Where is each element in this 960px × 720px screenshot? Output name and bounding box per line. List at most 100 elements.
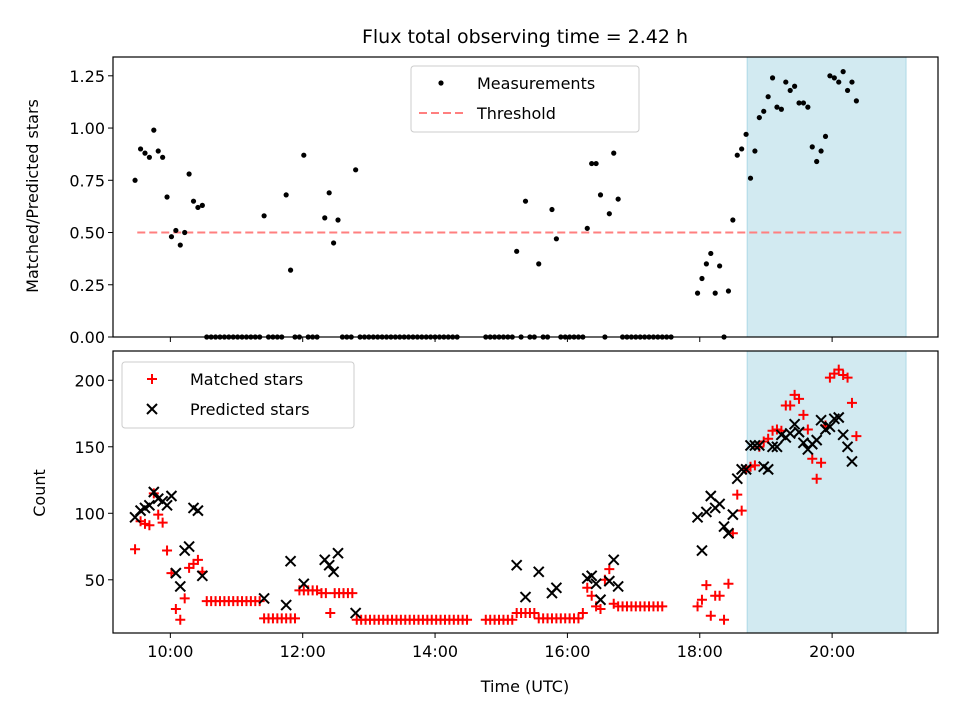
predicted-star-point bbox=[841, 441, 854, 453]
legend-box bbox=[410, 65, 640, 133]
matched-star-point bbox=[289, 613, 300, 624]
measurement-point bbox=[787, 87, 793, 94]
matched-star-point bbox=[130, 544, 141, 555]
predicted-star-point bbox=[284, 555, 297, 567]
measurement-point bbox=[137, 146, 144, 152]
measurement-point bbox=[199, 202, 205, 208]
matched-star-point bbox=[851, 431, 862, 442]
matched-star-point bbox=[785, 400, 796, 411]
predicted-star-point bbox=[810, 434, 823, 446]
chart-title: Flux total observing time = 2.42 h bbox=[362, 26, 688, 48]
predicted-star-point bbox=[183, 540, 195, 553]
predicted-star-point bbox=[700, 506, 713, 518]
predicted-star-point bbox=[784, 427, 796, 440]
count-panel: 50 100 150 200 10:00 12:00 14:00 16:00 18:00 20:0… bbox=[74, 350, 939, 661]
matched-star-point bbox=[573, 613, 584, 624]
matched-star-point bbox=[139, 518, 150, 529]
matched-star-point bbox=[811, 473, 822, 484]
y-tick-label: 200 bbox=[74, 371, 105, 390]
matched-star-point bbox=[807, 453, 818, 464]
predicted-star-point bbox=[696, 544, 708, 557]
bottom-y-axis-label: Count bbox=[30, 469, 49, 517]
matched-star-point bbox=[794, 393, 805, 404]
measurement-point bbox=[756, 114, 762, 121]
measurement-point bbox=[778, 106, 784, 112]
measurement-point bbox=[769, 75, 776, 81]
measurement-point bbox=[699, 275, 705, 282]
x-tick-label: 16:00 bbox=[544, 642, 590, 661]
predicted-star-point bbox=[192, 504, 204, 517]
measurement-point bbox=[809, 144, 815, 150]
y-tick-label: 50 bbox=[85, 571, 105, 590]
matched-star-point bbox=[325, 608, 336, 619]
matched-star-point bbox=[846, 397, 857, 408]
matched-star-point bbox=[192, 554, 203, 565]
measurement-point bbox=[261, 213, 267, 219]
measurement-point bbox=[792, 83, 798, 89]
matched-star-point bbox=[595, 604, 606, 615]
measurement-point bbox=[514, 248, 520, 254]
measurement-point bbox=[805, 104, 811, 110]
x-tick-label: 10:00 bbox=[147, 642, 193, 661]
measurement-point bbox=[173, 227, 179, 234]
matched-star-point bbox=[586, 590, 597, 601]
predicted-star-point bbox=[753, 439, 766, 452]
measurement-point bbox=[840, 69, 846, 75]
matched-star-point bbox=[529, 608, 540, 619]
predicted-star-point bbox=[762, 463, 774, 476]
predicted-star-point bbox=[349, 607, 362, 619]
predicted-star-point bbox=[280, 599, 292, 611]
predicted-star-point bbox=[533, 566, 545, 578]
measurement-point bbox=[146, 154, 152, 160]
legend-measurements-label: Measurements bbox=[477, 74, 595, 93]
matched-star-point bbox=[153, 509, 164, 520]
matched-star-point bbox=[816, 457, 827, 468]
measurement-point bbox=[739, 146, 745, 152]
measurement-point bbox=[747, 175, 754, 181]
measurement-point bbox=[326, 190, 332, 196]
predicted-star-point bbox=[691, 511, 704, 523]
measurement-point bbox=[155, 148, 161, 154]
axes-frame bbox=[112, 350, 939, 634]
measurement-point bbox=[597, 192, 604, 198]
measurement-point bbox=[584, 225, 590, 231]
matched-star-point bbox=[719, 614, 730, 625]
measurement-point bbox=[844, 87, 851, 94]
top-y-axis-label: Matched/Predicted stars bbox=[23, 99, 42, 293]
matched-star-point bbox=[714, 590, 725, 601]
predicted-star-point bbox=[705, 490, 717, 502]
axes-frame bbox=[112, 56, 939, 338]
predicted-star-point bbox=[196, 570, 209, 582]
legend-matched-marker bbox=[147, 374, 157, 384]
measurement-point bbox=[190, 198, 197, 204]
legend-predicted-marker bbox=[146, 403, 158, 415]
predicted-star-point bbox=[833, 411, 845, 424]
measurement-point bbox=[734, 152, 740, 158]
legend-threshold-label: Threshold bbox=[476, 104, 556, 123]
x-tick-label: 18:00 bbox=[677, 642, 723, 661]
predicted-star-point bbox=[174, 580, 186, 593]
measurement-point bbox=[743, 131, 749, 137]
x-tick-label: 12:00 bbox=[280, 642, 326, 661]
measurement-point bbox=[132, 177, 138, 183]
matched-star-point bbox=[745, 461, 756, 472]
predicted-star-point bbox=[594, 594, 607, 606]
y-tick-label: 0.00 bbox=[69, 328, 105, 347]
predicted-star-point bbox=[585, 570, 598, 582]
measurement-point bbox=[836, 79, 842, 85]
matched-star-point bbox=[582, 582, 593, 593]
measurement-point bbox=[553, 236, 559, 242]
measurement-point bbox=[142, 150, 148, 156]
legend-box bbox=[121, 361, 355, 429]
predicted-star-point bbox=[731, 472, 743, 485]
highlight-span bbox=[746, 350, 907, 634]
matched-star-point bbox=[162, 545, 173, 556]
matched-star-point bbox=[833, 364, 844, 375]
matched-star-point bbox=[144, 520, 155, 531]
predicted-star-point bbox=[727, 508, 739, 521]
measurement-point bbox=[765, 94, 771, 100]
predicted-star-point bbox=[327, 566, 340, 578]
ratio-panel: 0.00 0.25 0.50 0.75 1.00 1.25 Measurements Thre… bbox=[69, 56, 939, 347]
predicted-star-point bbox=[298, 578, 310, 590]
